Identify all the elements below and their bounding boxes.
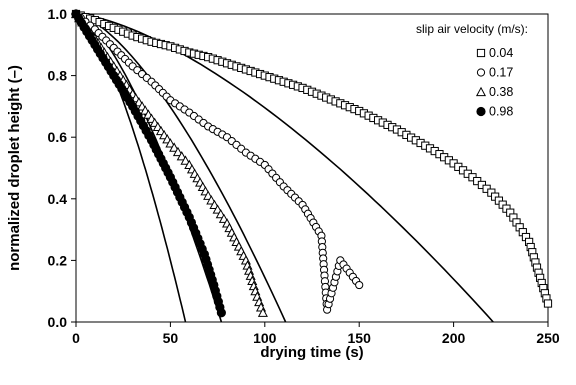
data-markers	[70, 8, 553, 318]
data-point	[257, 307, 268, 317]
axis-ticks: 0 50 100 150 200 250 0.0 0.2 0.4 0.6 0.8 1.0	[48, 6, 560, 346]
x-tick-label: 50	[163, 330, 179, 346]
data-point	[165, 138, 176, 148]
x-tick-label: 0	[72, 330, 80, 346]
y-tick-label: 0.6	[48, 129, 68, 145]
x-tick-label: 200	[442, 330, 466, 346]
data-point	[216, 308, 226, 318]
legend-label: 0.17	[489, 66, 513, 80]
legend-marker-0.38	[475, 86, 487, 97]
legend-label: 0.38	[489, 85, 513, 99]
legend-title: slip air velocity (m/s):	[416, 22, 528, 36]
data-point	[180, 155, 191, 165]
y-tick-label: 0.4	[48, 191, 68, 207]
plot-area	[75, 13, 549, 323]
x-tick-label: 150	[348, 330, 372, 346]
y-axis-title: normalized droplet height (–)	[6, 65, 23, 271]
legend-label: 0.98	[489, 105, 513, 119]
data-point	[169, 142, 180, 152]
legend-marker-0.98	[476, 106, 486, 117]
data-point	[543, 299, 553, 308]
series-0.98	[71, 9, 226, 318]
data-point	[172, 146, 183, 157]
data-point	[355, 280, 364, 290]
legend-marker-0.17	[476, 68, 486, 77]
legend: slip air velocity (m/s): 0.04 0.17 0.38 0.9…	[416, 22, 528, 119]
model-curve-0.17	[75, 13, 287, 323]
series-0.17	[71, 9, 364, 314]
series-0.04	[71, 9, 553, 308]
y-tick-label: 0.8	[48, 68, 68, 84]
legend-label: 0.04	[489, 46, 513, 60]
y-tick-label: 0.0	[48, 314, 68, 330]
legend-marker-0.04	[476, 48, 486, 58]
x-tick-label: 100	[253, 330, 277, 346]
x-axis-title: drying time (s)	[260, 344, 363, 361]
y-tick-label: 1.0	[48, 6, 68, 22]
data-point	[176, 151, 187, 161]
x-tick-label: 250	[536, 330, 560, 346]
y-tick-label: 0.2	[48, 252, 68, 268]
